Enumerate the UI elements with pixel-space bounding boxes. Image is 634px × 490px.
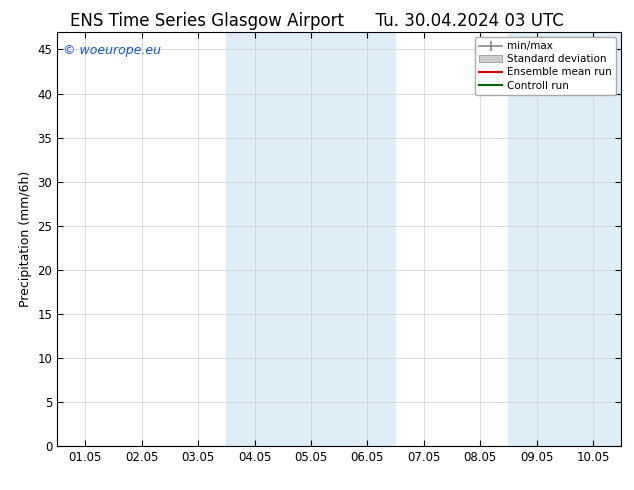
Legend: min/max, Standard deviation, Ensemble mean run, Controll run: min/max, Standard deviation, Ensemble me… [475,37,616,95]
Text: © woeurope.eu: © woeurope.eu [63,44,160,57]
Text: ENS Time Series Glasgow Airport      Tu. 30.04.2024 03 UTC: ENS Time Series Glasgow Airport Tu. 30.0… [70,12,564,30]
Bar [226,32,396,446]
Y-axis label: Precipitation (mm/6h): Precipitation (mm/6h) [19,171,32,307]
Bar [508,32,621,446]
